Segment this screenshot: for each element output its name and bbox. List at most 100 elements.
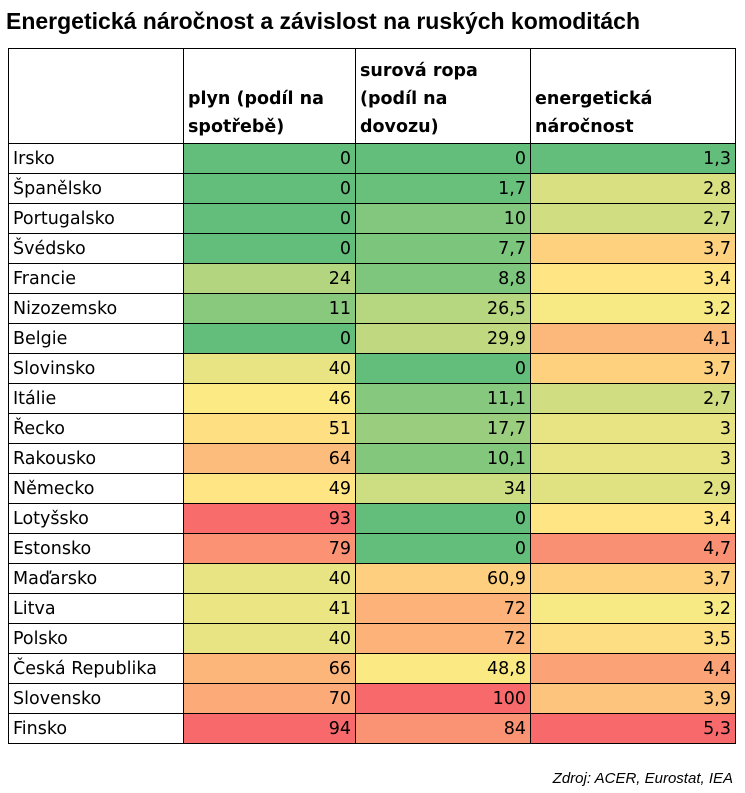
gas-cell: 66	[183, 653, 356, 684]
crude-oil-cell: 7,7	[355, 233, 531, 264]
energy-intensity-cell: 3,4	[530, 263, 736, 294]
country-cell: Irsko	[8, 143, 184, 174]
country-cell: Portugalsko	[8, 203, 184, 234]
country-cell: Itálie	[8, 383, 184, 414]
country-cell: Belgie	[8, 323, 184, 354]
energy-intensity-cell: 4,1	[530, 323, 736, 354]
energy-intensity-cell: 2,7	[530, 203, 736, 234]
country-cell: Maďarsko	[8, 563, 184, 594]
gas-cell: 93	[183, 503, 356, 534]
country-cell: Španělsko	[8, 173, 184, 204]
energy-intensity-cell: 2,9	[530, 473, 736, 504]
table-row: Slovinsko 40 0 3,7	[8, 353, 736, 384]
gas-cell: 24	[183, 263, 356, 294]
header-gas: plyn (podíl na spotřebě)	[183, 48, 356, 144]
country-cell: Česká Republika	[8, 653, 184, 684]
crude-oil-cell: 48,8	[355, 653, 531, 684]
energy-intensity-cell: 4,4	[530, 653, 736, 684]
table-row: Maďarsko 40 60,9 3,7	[8, 563, 736, 594]
crude-oil-cell: 0	[355, 143, 531, 174]
country-cell: Slovensko	[8, 683, 184, 714]
country-cell: Estonsko	[8, 533, 184, 564]
header-energy-intensity: energetická náročnost	[530, 48, 736, 144]
gas-cell: 94	[183, 713, 356, 744]
country-cell: Finsko	[8, 713, 184, 744]
gas-cell: 40	[183, 623, 356, 654]
gas-cell: 79	[183, 533, 356, 564]
heatmap-table: plyn (podíl na spotřebě) surová ropa (po…	[8, 48, 736, 744]
header-crude-oil: surová ropa (podíl na dovozu)	[355, 48, 531, 144]
crude-oil-cell: 72	[355, 623, 531, 654]
gas-cell: 0	[183, 143, 356, 174]
table-row: Rakousko 64 10,1 3	[8, 443, 736, 474]
energy-intensity-cell: 3,5	[530, 623, 736, 654]
country-cell: Rakousko	[8, 443, 184, 474]
table-row: Finsko 94 84 5,3	[8, 713, 736, 744]
table-row: Německo 49 34 2,9	[8, 473, 736, 504]
energy-intensity-cell: 3,2	[530, 593, 736, 624]
country-cell: Slovinsko	[8, 353, 184, 384]
country-cell: Nizozemsko	[8, 293, 184, 324]
energy-intensity-cell: 4,7	[530, 533, 736, 564]
source-note: Zdroj: ACER, Eurostat, IEA	[552, 770, 733, 787]
gas-cell: 46	[183, 383, 356, 414]
crude-oil-cell: 84	[355, 713, 531, 744]
gas-cell: 11	[183, 293, 356, 324]
table-row: Slovensko 70 100 3,9	[8, 683, 736, 714]
table-row: Irsko 0 0 1,3	[8, 143, 736, 174]
country-cell: Lotyšsko	[8, 503, 184, 534]
gas-cell: 49	[183, 473, 356, 504]
gas-cell: 40	[183, 563, 356, 594]
country-cell: Řecko	[8, 413, 184, 444]
energy-intensity-cell: 1,3	[530, 143, 736, 174]
gas-cell: 64	[183, 443, 356, 474]
chart-title: Energetická náročnost a závislost na rus…	[6, 8, 640, 34]
crude-oil-cell: 17,7	[355, 413, 531, 444]
table-row: Polsko 40 72 3,5	[8, 623, 736, 654]
crude-oil-cell: 60,9	[355, 563, 531, 594]
crude-oil-cell: 8,8	[355, 263, 531, 294]
energy-intensity-cell: 2,8	[530, 173, 736, 204]
table-row: Portugalsko 0 10 2,7	[8, 203, 736, 234]
gas-cell: 0	[183, 233, 356, 264]
energy-intensity-cell: 3	[530, 443, 736, 474]
country-cell: Švédsko	[8, 233, 184, 264]
crude-oil-cell: 26,5	[355, 293, 531, 324]
energy-intensity-cell: 5,3	[530, 713, 736, 744]
crude-oil-cell: 10	[355, 203, 531, 234]
energy-intensity-cell: 3,9	[530, 683, 736, 714]
country-cell: Německo	[8, 473, 184, 504]
gas-cell: 0	[183, 173, 356, 204]
table-row: Belgie 0 29,9 4,1	[8, 323, 736, 354]
energy-intensity-cell: 3,2	[530, 293, 736, 324]
table-row: Řecko 51 17,7 3	[8, 413, 736, 444]
crude-oil-cell: 0	[355, 353, 531, 384]
table-row: Francie 24 8,8 3,4	[8, 263, 736, 294]
gas-cell: 41	[183, 593, 356, 624]
table-row: Estonsko 79 0 4,7	[8, 533, 736, 564]
table-row: Švédsko 0 7,7 3,7	[8, 233, 736, 264]
table-row: Litva 41 72 3,2	[8, 593, 736, 624]
gas-cell: 0	[183, 323, 356, 354]
crude-oil-cell: 10,1	[355, 443, 531, 474]
gas-cell: 70	[183, 683, 356, 714]
table-row: Španělsko 0 1,7 2,8	[8, 173, 736, 204]
crude-oil-cell: 34	[355, 473, 531, 504]
crude-oil-cell: 0	[355, 533, 531, 564]
energy-intensity-cell: 3,7	[530, 353, 736, 384]
country-cell: Polsko	[8, 623, 184, 654]
table-row: Česká Republika 66 48,8 4,4	[8, 653, 736, 684]
energy-intensity-cell: 3,7	[530, 233, 736, 264]
energy-intensity-cell: 3,7	[530, 563, 736, 594]
table-row: Nizozemsko 11 26,5 3,2	[8, 293, 736, 324]
energy-intensity-cell: 2,7	[530, 383, 736, 414]
gas-cell: 51	[183, 413, 356, 444]
header-row: plyn (podíl na spotřebě) surová ropa (po…	[8, 48, 736, 144]
country-cell: Francie	[8, 263, 184, 294]
crude-oil-cell: 1,7	[355, 173, 531, 204]
crude-oil-cell: 29,9	[355, 323, 531, 354]
gas-cell: 0	[183, 203, 356, 234]
crude-oil-cell: 100	[355, 683, 531, 714]
gas-cell: 40	[183, 353, 356, 384]
header-country	[8, 48, 184, 144]
